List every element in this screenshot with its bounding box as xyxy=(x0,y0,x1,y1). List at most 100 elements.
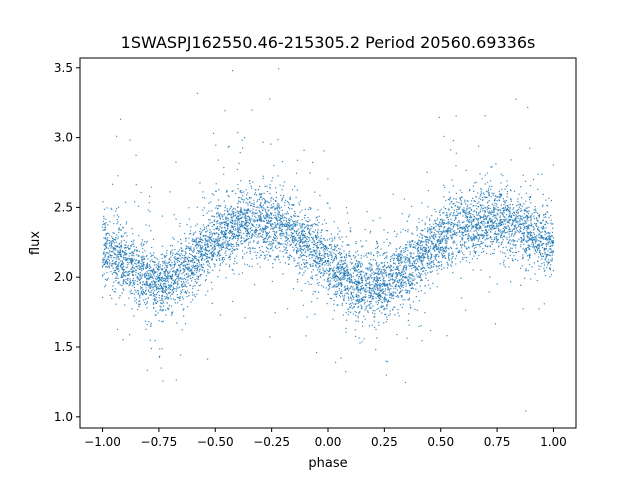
scatter-point xyxy=(339,238,341,240)
scatter-point xyxy=(335,271,337,274)
scatter-point xyxy=(287,263,289,265)
scatter-point xyxy=(196,264,198,266)
scatter-point xyxy=(257,206,259,208)
scatter-point xyxy=(228,145,230,147)
scatter-point xyxy=(448,215,451,217)
scatter-point xyxy=(519,221,521,223)
scatter-point xyxy=(228,245,230,247)
scatter-point xyxy=(236,168,238,171)
scatter-point xyxy=(526,218,528,220)
scatter-point xyxy=(171,254,174,256)
scatter-point xyxy=(547,242,549,244)
scatter-point xyxy=(454,223,456,225)
scatter-point xyxy=(172,267,174,269)
scatter-point xyxy=(240,232,242,234)
scatter-point xyxy=(466,213,468,215)
scatter-point xyxy=(248,242,250,244)
scatter-point xyxy=(235,212,237,214)
scatter-point xyxy=(176,302,179,304)
scatter-point xyxy=(470,237,472,240)
scatter-point xyxy=(373,291,376,293)
scatter-point xyxy=(357,254,359,256)
scatter-point xyxy=(168,284,170,286)
scatter-point xyxy=(503,216,505,218)
scatter-point xyxy=(340,252,343,255)
scatter-point xyxy=(470,221,473,224)
scatter-point xyxy=(121,261,124,263)
scatter-point xyxy=(132,277,135,279)
scatter-point xyxy=(358,289,360,291)
scatter-point xyxy=(368,291,370,293)
scatter-point xyxy=(336,292,339,294)
scatter-point xyxy=(320,237,322,240)
scatter-point xyxy=(130,281,132,283)
scatter-point xyxy=(445,234,447,236)
scatter-point xyxy=(284,262,286,264)
scatter-point xyxy=(145,242,147,244)
scatter-point xyxy=(487,234,489,236)
scatter-point xyxy=(381,292,383,294)
scatter-point xyxy=(461,238,463,240)
scatter-point xyxy=(311,241,313,243)
scatter-point xyxy=(291,220,294,222)
scatter-point xyxy=(183,308,185,310)
scatter-point xyxy=(270,223,272,225)
scatter-point xyxy=(161,299,163,301)
scatter-point xyxy=(491,219,493,221)
scatter-point xyxy=(204,244,206,246)
scatter-point xyxy=(477,145,480,147)
scatter-point xyxy=(492,222,494,224)
scatter-point xyxy=(224,110,226,112)
scatter-point xyxy=(426,227,429,229)
scatter-point xyxy=(271,246,273,248)
scatter-point xyxy=(288,257,291,259)
scatter-point xyxy=(226,224,228,226)
scatter-point xyxy=(270,217,272,219)
scatter-point xyxy=(357,294,359,296)
scatter-point xyxy=(209,229,211,231)
scatter-point xyxy=(498,223,501,225)
scatter-point xyxy=(238,245,240,247)
scatter-point xyxy=(146,283,148,286)
scatter-point xyxy=(326,272,328,274)
scatter-point xyxy=(425,248,427,250)
scatter-point xyxy=(446,222,448,224)
scatter-point xyxy=(170,277,173,280)
scatter-point xyxy=(400,290,402,292)
scatter-point xyxy=(343,250,345,252)
scatter-point xyxy=(118,229,120,231)
scatter-point xyxy=(161,288,163,290)
scatter-point xyxy=(170,256,172,258)
scatter-point xyxy=(302,254,304,256)
scatter-point xyxy=(146,279,148,281)
scatter-point xyxy=(154,277,156,280)
scatter-point xyxy=(355,241,357,243)
scatter-point xyxy=(186,246,188,248)
scatter-point xyxy=(112,240,114,242)
scatter-point xyxy=(544,248,546,250)
scatter-point xyxy=(305,259,308,261)
scatter-point xyxy=(121,284,123,287)
scatter-point xyxy=(396,281,398,283)
scatter-point xyxy=(401,295,403,297)
scatter-point xyxy=(343,272,345,274)
scatter-point xyxy=(537,219,539,222)
scatter-point xyxy=(197,266,199,268)
scatter-point xyxy=(384,290,386,292)
scatter-point xyxy=(134,300,136,302)
scatter-point xyxy=(311,224,313,226)
scatter-point xyxy=(293,204,295,206)
scatter-point xyxy=(234,260,236,262)
scatter-point xyxy=(293,229,296,232)
scatter-point xyxy=(191,259,193,262)
scatter-point xyxy=(168,286,171,288)
scatter-point xyxy=(424,223,426,226)
scatter-point xyxy=(221,213,223,216)
scatter-point xyxy=(307,247,309,249)
scatter-point xyxy=(310,228,312,230)
scatter-point xyxy=(169,288,171,291)
scatter-point xyxy=(301,232,303,235)
scatter-point xyxy=(463,254,465,256)
scatter-point xyxy=(470,228,473,230)
scatter-point xyxy=(378,274,380,276)
